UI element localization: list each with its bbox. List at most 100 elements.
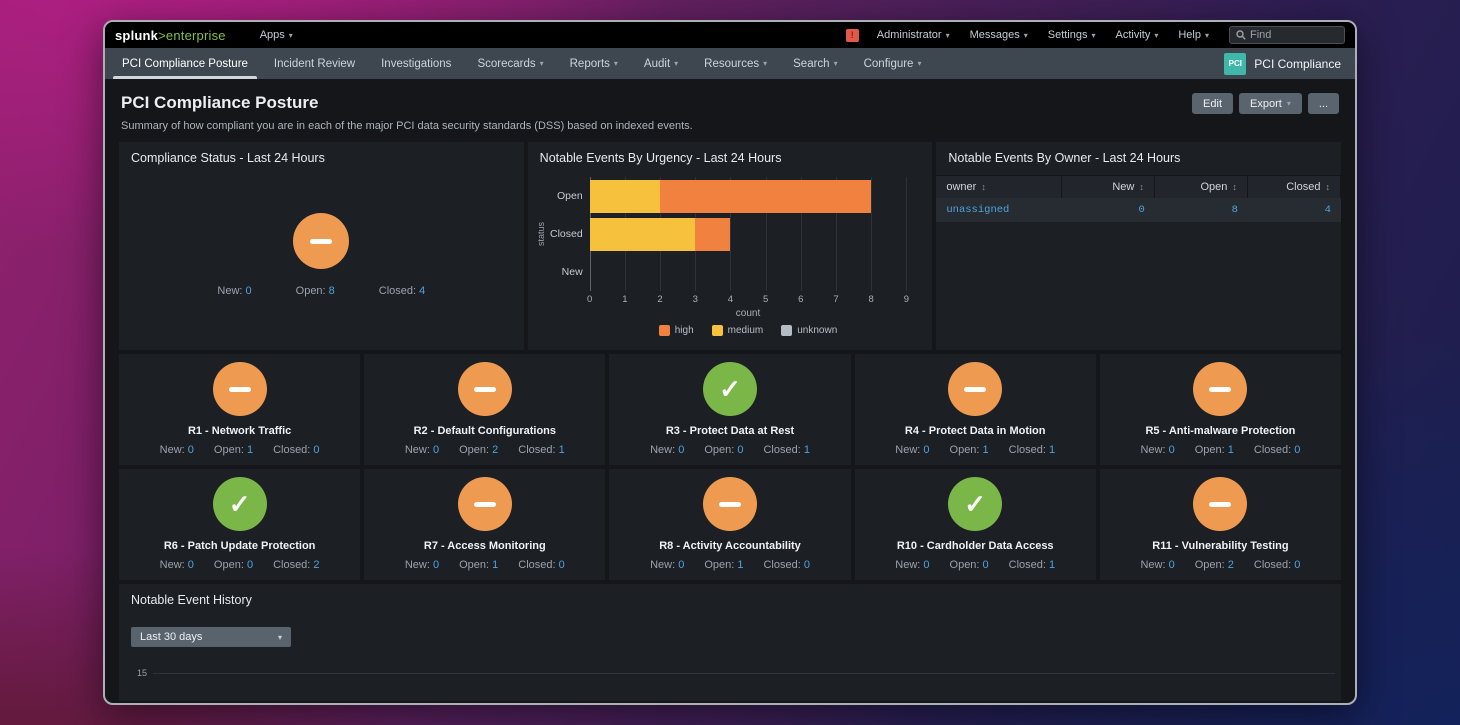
panel-title: Compliance Status - Last 24 Hours [131,151,325,165]
warning-indicator[interactable] [293,213,350,269]
dashboard-content: PCI Compliance Posture Summary of how co… [105,79,1355,703]
nav-tab-audit[interactable]: Audit ▾ [631,48,691,79]
cell-value[interactable]: 0 [1138,204,1145,216]
count-value[interactable]: 0 [245,285,252,297]
more-actions-button[interactable]: ... [1307,93,1339,114]
count-value[interactable]: 1 [558,444,565,456]
bar-segment-medium[interactable] [589,217,696,251]
count-value[interactable]: 0 [1294,444,1301,456]
count-closed: Closed: 1 [763,444,809,456]
nav-tab-search[interactable]: Search ▾ [780,48,850,79]
warning-indicator[interactable] [212,362,267,416]
count-value[interactable]: 4 [419,285,426,297]
owner-link[interactable]: unassigned [946,204,1010,216]
chart-legend: high medium unknown [590,325,907,336]
panel-title: Notable Events By Owner - Last 24 Hours [948,151,1181,165]
col-header-open[interactable]: Open ↕ [1155,176,1248,198]
col-header-owner[interactable]: owner ↕ [936,176,1062,198]
count-value[interactable]: 0 [923,444,930,456]
bar-open[interactable] [589,179,907,213]
count-value[interactable]: 0 [678,444,685,456]
topbar-menu-help[interactable]: Help ▾ [1168,22,1219,48]
warning-indicator[interactable] [457,477,512,531]
count-open: Open: 1 [1195,444,1234,456]
export-button[interactable]: Export ▾ [1239,93,1302,114]
history-axis: 15 [137,668,1335,678]
nav-tab-scorecards[interactable]: Scorecards ▾ [464,48,556,79]
count-value[interactable]: 0 [678,559,685,571]
plot-area [589,177,908,291]
count-value[interactable]: 0 [558,559,565,571]
count-value[interactable]: 2 [492,444,499,456]
count-value[interactable]: 0 [982,559,989,571]
count-value[interactable]: 0 [432,559,440,571]
count-label: Closed: [763,559,804,571]
topbar-menu-messages[interactable]: Messages ▾ [960,22,1038,48]
count-value[interactable]: 0 [246,559,254,571]
topbar-menu-activity[interactable]: Activity ▾ [1106,22,1169,48]
legend-item-medium: medium [711,325,763,336]
warning-indicator[interactable] [948,362,1003,416]
count-value[interactable]: 8 [328,285,335,297]
col-header-new[interactable]: New ↕ [1062,176,1155,198]
bar-new[interactable] [590,256,907,289]
count-value[interactable]: 2 [313,559,320,571]
nav-tab-reports[interactable]: Reports ▾ [557,48,631,79]
count-value[interactable]: 1 [737,559,744,571]
count-value[interactable]: 1 [803,444,810,456]
apps-menu[interactable]: Apps ▾ [250,22,303,48]
topbar-menu-settings[interactable]: Settings ▾ [1038,22,1106,48]
col-header-closed[interactable]: Closed ↕ [1248,176,1341,198]
count-value[interactable]: 0 [803,559,810,571]
bar-segment-medium[interactable] [589,179,661,213]
logo-splunk-text: splunk [115,27,159,43]
topbar-menu-administrator[interactable]: Administrator ▾ [867,22,960,48]
count-closed: Closed: 0 [273,444,319,456]
count-value[interactable]: 1 [982,444,989,456]
count-value[interactable]: 0 [1168,559,1175,571]
requirements-row-2: ✓ R6 - Patch Update Protection New: 0 Open:… [119,469,1342,580]
count-value[interactable]: 0 [313,444,320,456]
count-value[interactable]: 1 [1049,444,1056,456]
nav-tab-incident-review[interactable]: Incident Review [261,48,368,79]
ok-indicator[interactable]: ✓ [948,477,1003,531]
time-range-dropdown[interactable]: Last 30 days ▾ [131,627,291,647]
legend-swatch [658,325,670,336]
warning-indicator[interactable] [703,477,757,531]
cell-value[interactable]: 8 [1231,204,1238,216]
bar-segment-high[interactable] [660,179,872,213]
count-value[interactable]: 0 [432,444,440,456]
count-value[interactable]: 1 [492,559,499,571]
health-warning-icon[interactable]: ! [845,28,859,42]
nav-tab-resources[interactable]: Resources ▾ [691,48,780,79]
chevron-down-icon: ▾ [674,59,679,68]
owner-table-panel: Notable Events By Owner - Last 24 Hours … [936,142,1342,350]
bar-closed[interactable] [589,217,907,251]
count-value[interactable]: 0 [737,444,744,456]
count-value[interactable]: 1 [1049,559,1056,571]
req-card-r8-activity-accountability: R8 - Activity Accountability New: 0 Open: … [609,469,851,580]
warning-indicator[interactable] [457,362,512,416]
minus-icon [964,386,987,392]
count-value[interactable]: 0 [1168,444,1175,456]
count-value[interactable]: 0 [187,444,194,456]
nav-tab-investigations[interactable]: Investigations [368,48,464,79]
count-value[interactable]: 0 [1294,559,1301,571]
count-value[interactable]: 2 [1227,559,1234,571]
cell-value[interactable]: 4 [1324,204,1331,216]
ok-indicator[interactable]: ✓ [703,362,757,416]
count-value[interactable]: 0 [187,559,194,571]
ok-indicator[interactable]: ✓ [212,477,267,531]
bar-segment-high[interactable] [695,217,731,251]
find-input[interactable] [1250,29,1330,41]
warning-indicator[interactable] [1193,477,1248,531]
count-value[interactable]: 0 [923,559,930,571]
warning-indicator[interactable] [1193,362,1248,416]
x-tick-label: 7 [833,294,839,305]
count-value[interactable]: 1 [1227,444,1234,456]
nav-tab-pci-compliance-posture[interactable]: PCI Compliance Posture [109,48,261,79]
edit-button[interactable]: Edit [1192,93,1234,114]
nav-tab-configure[interactable]: Configure ▾ [851,48,935,79]
count-new: New: 0 [405,559,439,571]
count-value[interactable]: 1 [246,444,254,456]
